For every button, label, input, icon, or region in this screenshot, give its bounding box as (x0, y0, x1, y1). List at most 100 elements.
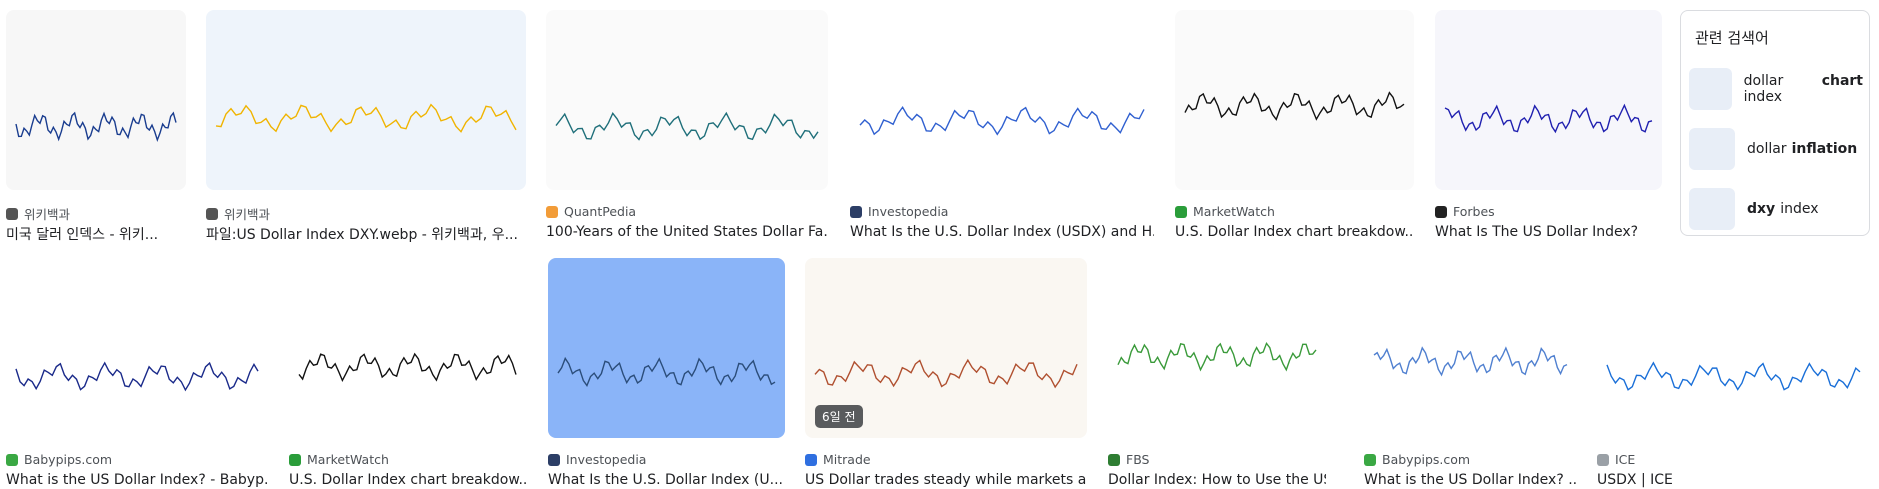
source-name: Babypips.com (1382, 452, 1471, 467)
source-icon (1175, 205, 1187, 218)
thumbnail-line (1444, 103, 1653, 134)
thumbnail (1364, 258, 1577, 438)
result-card[interactable]: Investopedia What Is the U.S. Dollar Inde… (548, 258, 785, 488)
related-title: 관련 검색어 (1695, 29, 1769, 47)
thumbnail-line (859, 105, 1145, 136)
thumbnail-graphic (1444, 103, 1653, 134)
source-icon (1435, 205, 1447, 218)
thumbnail-line (814, 358, 1078, 389)
related-text-part: dollar index (1743, 73, 1784, 105)
result-source: Investopedia (850, 204, 1154, 219)
result-source: MarketWatch (1175, 204, 1414, 219)
related-thumb (1689, 68, 1732, 110)
result-card[interactable]: MarketWatch U.S. Dollar Index chart break… (289, 258, 526, 488)
result-card[interactable]: QuantPedia 100-Years of the United States… (546, 10, 828, 240)
result-source: Investopedia (548, 452, 785, 467)
result-source: 위키백과 (206, 204, 526, 223)
source-name: Babypips.com (24, 452, 113, 467)
result-title: What Is the U.S. Dollar Index (USDX) and… (850, 224, 1154, 240)
source-icon (548, 453, 560, 466)
source-icon (289, 453, 301, 466)
result-card[interactable]: 6일 전 Mitrade US Dollar trades steady while… (805, 258, 1087, 488)
source-name: Investopedia (868, 204, 949, 219)
result-title: 100-Years of the United States Dollar Fa… (546, 224, 828, 240)
result-source: QuantPedia (546, 204, 828, 219)
source-name: MarketWatch (307, 452, 389, 467)
result-card[interactable]: Babypips.com What is the US Dollar Index?… (1364, 258, 1577, 488)
result-card[interactable]: ICE USDX | ICE (1597, 258, 1870, 488)
source-name: 위키백과 (24, 207, 71, 222)
related-text-part: dxy (1747, 201, 1776, 217)
result-source: Babypips.com (1364, 452, 1577, 467)
thumbnail-graphic (1373, 346, 1568, 377)
date-badge: 6일 전 (815, 405, 863, 428)
related-item[interactable]: dollar inflation (1689, 125, 1863, 173)
thumbnail (289, 258, 526, 438)
source-icon (850, 205, 862, 218)
source-icon (1108, 453, 1120, 466)
source-icon (546, 205, 558, 218)
result-card[interactable]: Forbes What Is The US Dollar Index? (1435, 10, 1662, 240)
result-source: Forbes (1435, 204, 1662, 219)
thumbnail-graphic (1606, 361, 1861, 391)
result-title: What Is the U.S. Dollar Index (U... (548, 472, 783, 488)
source-name: 위키백과 (224, 207, 271, 222)
related-thumb (1689, 128, 1735, 170)
related-thumb (1689, 188, 1735, 230)
result-card[interactable]: Babypips.com What is the US Dollar Index?… (6, 258, 268, 488)
source-icon (1597, 453, 1609, 466)
thumbnail-graphic (1184, 91, 1405, 121)
result-source: Mitrade (805, 452, 1087, 467)
result-title: U.S. Dollar Index chart breakdow... (1175, 224, 1414, 240)
related-item[interactable]: dollar index chart (1689, 65, 1863, 113)
thumbnail (546, 10, 828, 190)
thumbnail (6, 258, 268, 438)
result-source: 위키백과 (6, 204, 186, 223)
thumbnail-line (15, 111, 177, 143)
result-title: US Dollar trades steady while markets a.… (805, 472, 1087, 488)
result-title: USDX | ICE (1597, 472, 1673, 488)
source-name: Forbes (1453, 204, 1495, 219)
thumbnail-line (1184, 91, 1405, 121)
thumbnail-line (215, 103, 517, 133)
thumbnail (1108, 258, 1326, 438)
source-icon (6, 453, 18, 466)
result-card[interactable]: Investopedia What Is the U.S. Dollar Inde… (850, 10, 1154, 240)
thumbnail-line (1373, 346, 1568, 377)
related-text-part: inflation (1791, 141, 1858, 157)
result-title: What is the US Dollar Index? ... (1364, 472, 1577, 488)
thumbnail-graphic (298, 352, 517, 383)
related-text: dxy index (1747, 201, 1819, 217)
result-card[interactable]: MarketWatch U.S. Dollar Index chart break… (1175, 10, 1414, 240)
thumbnail-graphic (814, 358, 1078, 389)
source-icon (805, 453, 817, 466)
related-panel: 관련 검색어 dollar index chart dollar inflation d… (1680, 10, 1870, 236)
source-icon (1364, 453, 1376, 466)
result-card[interactable]: FBS Dollar Index: How to Use the US... (1108, 258, 1326, 488)
thumbnail-line (1117, 341, 1317, 372)
thumbnail (548, 258, 785, 438)
source-name: MarketWatch (1193, 204, 1275, 219)
thumbnail-graphic (555, 111, 819, 141)
related-item[interactable]: dxy index (1689, 185, 1863, 233)
thumbnail (1175, 10, 1414, 190)
result-source: Babypips.com (6, 452, 268, 467)
source-name: Mitrade (823, 452, 871, 467)
thumbnail (1597, 258, 1870, 438)
thumbnail (6, 10, 186, 190)
thumbnail-graphic (859, 105, 1145, 136)
thumbnail-graphic (215, 103, 517, 133)
thumbnail: 6일 전 (805, 258, 1087, 438)
result-title: 미국 달러 인덱스 - 위키... (6, 227, 159, 243)
result-source: MarketWatch (289, 452, 526, 467)
source-name: FBS (1126, 452, 1150, 467)
result-title: U.S. Dollar Index chart breakdow... (289, 472, 526, 488)
thumbnail-graphic (1117, 341, 1317, 372)
related-text-part: chart (1821, 73, 1863, 89)
result-card[interactable]: 위키백과 파일:US Dollar Index DXY.webp - 위키백과, … (206, 10, 526, 243)
thumbnail (206, 10, 526, 190)
source-icon (206, 207, 218, 220)
source-name: QuantPedia (564, 204, 637, 219)
